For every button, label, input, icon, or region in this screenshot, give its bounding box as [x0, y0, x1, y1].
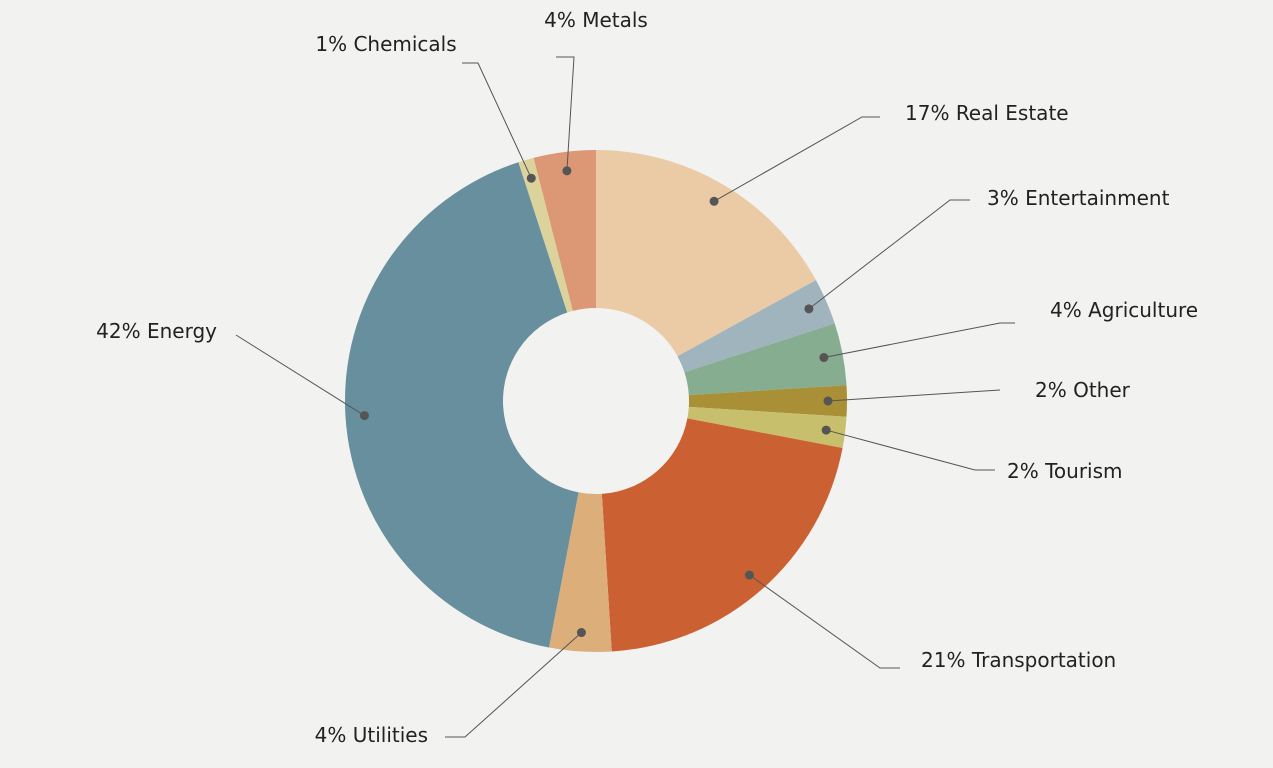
data-label-category: Chemicals: [353, 32, 456, 56]
donut-slice: [688, 385, 847, 417]
data-label-value: 42%: [96, 319, 140, 343]
leader-dot: [744, 570, 754, 580]
donut-slice: [684, 323, 847, 396]
data-label-value: 1%: [315, 32, 347, 56]
leader-line: [462, 62, 532, 179]
leader-dot: [526, 173, 536, 183]
data-label-value: 3%: [987, 186, 1019, 210]
leader-line: [713, 116, 880, 202]
data-label: 3% Entertainment: [987, 186, 1170, 210]
donut-slice: [687, 406, 847, 449]
leader-dot: [821, 425, 831, 435]
data-label-category: Energy: [147, 319, 217, 343]
data-label-value: 2%: [1007, 459, 1039, 483]
data-label-category: Utilities: [353, 723, 428, 747]
donut-slice: [548, 492, 612, 652]
data-label: 42% Energy: [96, 319, 217, 343]
data-label: 2% Tourism: [1007, 459, 1123, 483]
data-label-value: 17%: [905, 101, 949, 125]
leader-dot: [819, 353, 829, 363]
leader-line: [808, 199, 970, 310]
leader-dot: [709, 196, 719, 206]
data-label-category: Tourism: [1044, 459, 1122, 483]
data-label-value: 4%: [1050, 298, 1082, 322]
leader-line: [826, 429, 995, 471]
data-label-value: 4%: [544, 8, 576, 32]
leader-dot: [576, 628, 586, 638]
donut-slice: [601, 418, 843, 652]
data-label-category: Transportation: [971, 648, 1116, 672]
data-label-category: Agriculture: [1088, 298, 1198, 322]
leader-line: [749, 574, 900, 669]
data-label: 2% Other: [1035, 378, 1131, 402]
donut-slice: [533, 150, 596, 311]
leader-line: [445, 632, 582, 738]
donut-slice: [596, 150, 816, 357]
data-label-value: 2%: [1035, 378, 1067, 402]
leader-line: [235, 334, 365, 416]
donut-slice: [518, 157, 573, 313]
data-label: 1% Chemicals: [315, 32, 456, 56]
data-label-value: 4%: [315, 723, 347, 747]
data-label: 4% Agriculture: [1050, 298, 1198, 322]
donut-slice: [344, 162, 579, 648]
data-label-category: Entertainment: [1025, 186, 1169, 210]
leader-dot: [562, 166, 572, 176]
data-label-value: 21%: [921, 648, 965, 672]
data-label-category: Real Estate: [956, 101, 1069, 125]
leader-dot: [359, 411, 369, 421]
data-label: 17% Real Estate: [905, 101, 1069, 125]
data-label: 4% Metals: [544, 8, 648, 32]
data-label-category: Other: [1073, 378, 1131, 402]
leader-line: [827, 389, 1001, 402]
data-label-category: Metals: [582, 8, 648, 32]
donut-slice: [677, 280, 835, 373]
leader-dot: [804, 304, 814, 314]
leader-dot: [823, 396, 833, 406]
leader-line: [556, 56, 575, 171]
leader-line: [823, 322, 1015, 359]
data-label: 4% Utilities: [315, 723, 428, 747]
data-label: 21% Transportation: [921, 648, 1116, 672]
